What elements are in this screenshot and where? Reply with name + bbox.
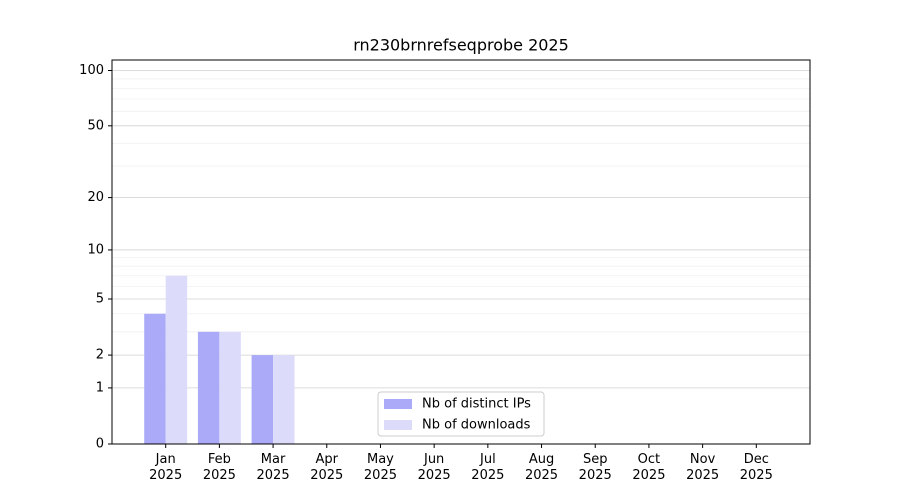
legend-swatch — [384, 399, 412, 409]
x-tick-label: Mar 2025 — [256, 452, 290, 483]
y-tick-label: 0 — [96, 437, 104, 452]
y-tick-label: 10 — [87, 242, 104, 257]
bar — [273, 355, 295, 444]
legend-label: Nb of distinct IPs — [422, 397, 531, 412]
x-tick-label: Sep 2025 — [578, 452, 612, 483]
x-tick-label: Aug 2025 — [524, 452, 559, 483]
y-tick-label: 2 — [96, 348, 104, 363]
x-tick-label: Jul 2025 — [471, 452, 505, 483]
y-tick-label: 5 — [96, 291, 104, 306]
x-tick-label: Apr 2025 — [310, 452, 344, 483]
bar — [197, 331, 220, 444]
bar — [251, 355, 274, 444]
x-tick-label: Feb 2025 — [202, 452, 236, 483]
x-tick-label: Jun 2025 — [417, 452, 451, 483]
y-tick-label: 100 — [79, 63, 104, 78]
legend: Nb of distinct IPs Nb of downloads — [377, 391, 545, 437]
x-tick-label: Oct 2025 — [632, 452, 666, 483]
x-tick-label: Dec 2025 — [739, 452, 773, 483]
chart-title: rn230brnrefseqprobe 2025 — [353, 36, 569, 55]
legend-label: Nb of downloads — [422, 418, 531, 433]
legend-box — [377, 391, 545, 437]
bar — [165, 275, 188, 444]
axes-frame — [111, 59, 811, 445]
bar — [144, 313, 166, 444]
x-tick-label: Nov 2025 — [686, 452, 720, 483]
y-tick-label: 1 — [96, 380, 104, 395]
bar — [219, 331, 241, 444]
x-tick-label: Jan 2025 — [149, 452, 183, 483]
x-tick-label: May 2025 — [363, 452, 397, 483]
legend-swatch — [384, 420, 412, 430]
y-tick-label: 50 — [87, 118, 104, 133]
y-tick-label: 20 — [87, 190, 104, 205]
